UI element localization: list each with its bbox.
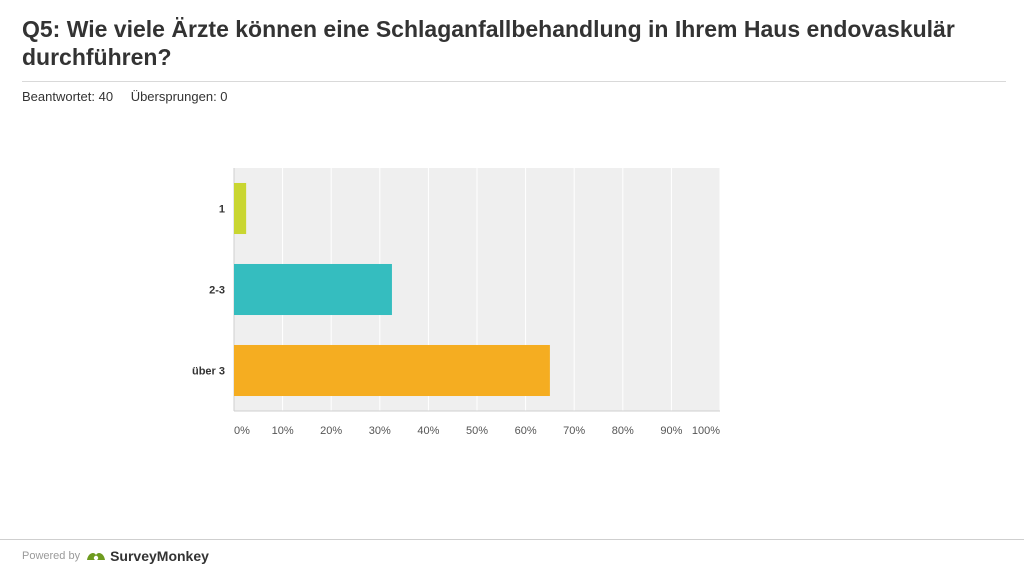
bar [234,263,392,316]
surveymonkey-logo-icon [87,552,106,561]
x-tick-label: 20% [320,425,342,437]
category-label: 1 [219,204,225,216]
category-label: 2-3 [209,285,225,297]
x-tick-label: 40% [417,425,439,437]
powered-by-label: Powered by [22,550,81,562]
x-tick-label: 30% [369,425,391,437]
x-tick-label: 80% [612,425,634,437]
x-tick-label: 10% [272,425,294,437]
brand-name: SurveyMonkey [110,548,209,564]
footer-divider [0,539,1024,540]
category-label: über 3 [192,366,225,378]
bar [234,182,247,235]
response-stats: Beantwortet: 40 Übersprungen: 0 [22,89,242,104]
x-tick-label: 50% [466,425,488,437]
bar [234,344,550,397]
x-tick-label: 0% [234,425,250,437]
x-tick-label: 100% [692,425,720,437]
x-tick-label: 90% [660,425,682,437]
x-tick-label: 70% [563,425,585,437]
page-title: Q5: Wie viele Ärzte können eine Schlagan… [22,16,955,70]
x-tick-label: 60% [515,425,537,437]
footer: Powered by SurveyMonkey [22,548,209,564]
skipped-count: Übersprungen: 0 [130,89,228,104]
answered-count: Beantwortet: 40 [22,89,114,104]
title-divider [22,81,1006,82]
